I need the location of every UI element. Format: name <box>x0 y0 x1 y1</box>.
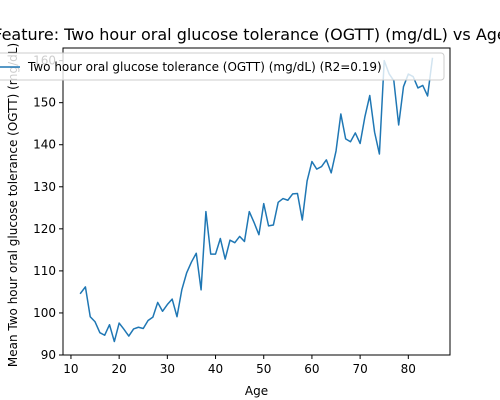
legend: Two hour oral glucose tolerance (OGTT) (… <box>0 52 445 81</box>
chart-title: Feature: Two hour oral glucose tolerance… <box>0 25 500 44</box>
y-tick-label: 120 <box>33 222 56 236</box>
x-tick-label: 60 <box>304 362 319 376</box>
legend-label: Two hour oral glucose tolerance (OGTT) (… <box>27 60 382 74</box>
y-axis-label: Mean Two hour oral glucose tolerance (OG… <box>6 43 20 367</box>
x-tick-label: 70 <box>352 362 367 376</box>
y-axis: 90100110120130140150160 <box>33 54 63 362</box>
y-tick-label: 90 <box>41 348 56 362</box>
x-tick-label: 10 <box>63 362 78 376</box>
x-tick-label: 20 <box>112 362 127 376</box>
y-tick-label: 150 <box>33 96 56 110</box>
x-tick-label: 30 <box>160 362 175 376</box>
x-tick-label: 40 <box>208 362 223 376</box>
y-tick-label: 140 <box>33 138 56 152</box>
series-line <box>79 57 434 343</box>
legend-box <box>0 52 445 81</box>
x-tick-label: 50 <box>256 362 271 376</box>
y-tick-label: 130 <box>33 180 56 194</box>
y-tick-label: 100 <box>33 306 56 320</box>
x-axis: 10 20 30 40 50 60 70 80 <box>63 355 416 376</box>
x-tick-label: 80 <box>401 362 416 376</box>
y-tick-label: 110 <box>33 264 56 278</box>
plot-area <box>79 57 434 343</box>
x-axis-label: Age <box>245 384 268 398</box>
plot-frame <box>62 47 451 356</box>
